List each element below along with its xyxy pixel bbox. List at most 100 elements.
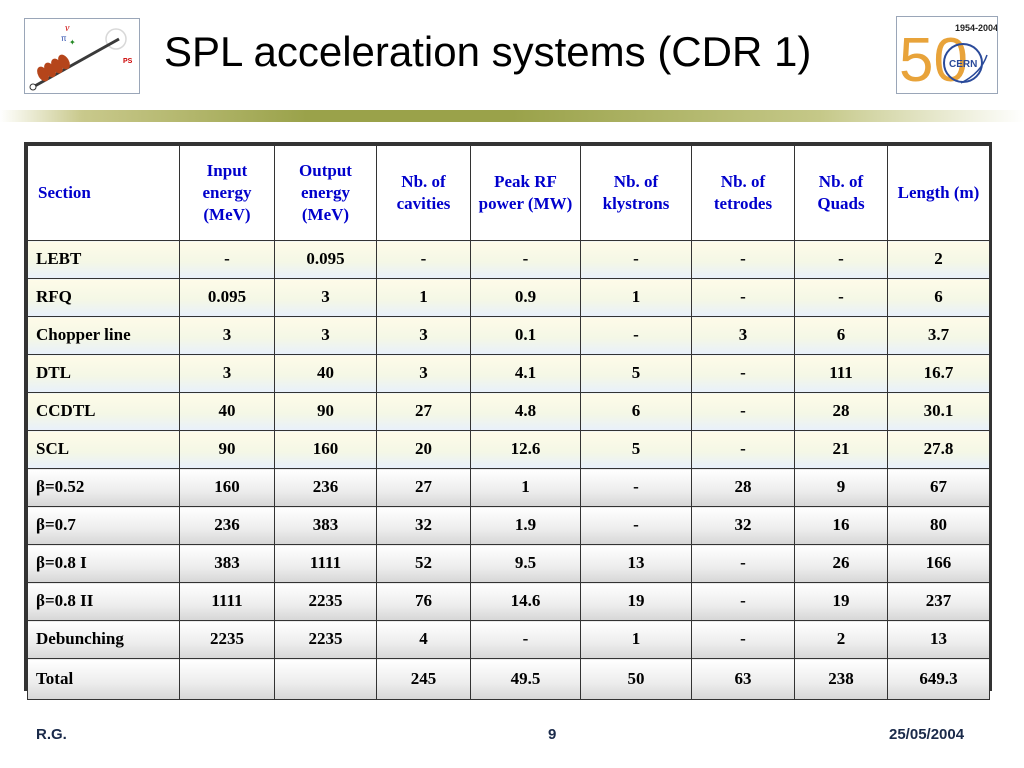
table-header-row: Section Input energy (MeV) Output energy (… bbox=[27, 145, 990, 241]
table-cell: - bbox=[179, 240, 275, 279]
table-cell: 52 bbox=[376, 544, 471, 583]
table-cell: 32 bbox=[691, 506, 795, 545]
table-cell: 28 bbox=[691, 468, 795, 507]
table-cell: 4 bbox=[376, 620, 471, 659]
table-cell: 9.5 bbox=[470, 544, 581, 583]
table-cell: 0.095 bbox=[179, 278, 275, 317]
table-cell: 238 bbox=[794, 658, 888, 700]
table-cell: 16.7 bbox=[887, 354, 990, 393]
table-cell: 13 bbox=[580, 544, 692, 583]
slide-title: SPL acceleration systems (CDR 1) bbox=[164, 28, 812, 75]
svg-text:CERN: CERN bbox=[949, 59, 977, 70]
table-row: β=0.52 160 236 27 1-28 9 67 bbox=[27, 468, 990, 507]
table-cell: 3 bbox=[179, 354, 275, 393]
table-cell: 6 bbox=[794, 316, 888, 355]
table-cell: 9 bbox=[794, 468, 888, 507]
table-cell bbox=[274, 658, 377, 700]
table-cell: 3.7 bbox=[887, 316, 990, 355]
table-cell: 13 bbox=[887, 620, 990, 659]
table-cell: - bbox=[794, 240, 888, 279]
table-cell: 1 bbox=[580, 278, 692, 317]
table-row: RFQ 0.095 3 1 0.9 1- -6 bbox=[27, 278, 990, 317]
table-cell: 19 bbox=[580, 582, 692, 621]
table-cell: 1111 bbox=[179, 582, 275, 621]
table-row: β=0.8 II 1111 2235 76 14.6 19-19 237 bbox=[27, 582, 990, 621]
row-label: β=0.52 bbox=[27, 468, 180, 507]
column-header: Length (m) bbox=[887, 145, 990, 241]
table-cell: 27 bbox=[376, 392, 471, 431]
column-header: Output energy (MeV) bbox=[274, 145, 377, 241]
table-cell: - bbox=[376, 240, 471, 279]
footer-author: R.G. bbox=[36, 726, 67, 743]
table-cell: 2235 bbox=[179, 620, 275, 659]
table-cell: 30.1 bbox=[887, 392, 990, 431]
table-cell: 1 bbox=[470, 468, 581, 507]
linac-illustration-icon: v π ✦ PS bbox=[29, 23, 133, 91]
table-cell: 2 bbox=[794, 620, 888, 659]
table-cell: 16 bbox=[794, 506, 888, 545]
table-row: CCDTL 40 90 27 4.8 6-28 30.1 bbox=[27, 392, 990, 431]
table-cell: 166 bbox=[887, 544, 990, 583]
row-label: SCL bbox=[27, 430, 180, 469]
table-row: SCL 90 160 20 12.6 5-21 27.8 bbox=[27, 430, 990, 469]
row-label: Total bbox=[27, 658, 180, 700]
footer-date: 25/05/2004 bbox=[889, 726, 965, 743]
title-underline-bar bbox=[0, 110, 1024, 122]
cern-50-logo: 1954-2004 50 CERN bbox=[896, 16, 998, 95]
table-cell: - bbox=[691, 278, 795, 317]
table-cell: 3 bbox=[376, 354, 471, 393]
column-header: Nb. of Quads bbox=[794, 145, 888, 241]
table-cell: - bbox=[691, 354, 795, 393]
table-cell: 26 bbox=[794, 544, 888, 583]
table-cell: 4.1 bbox=[470, 354, 581, 393]
table-cell: 649.3 bbox=[887, 658, 990, 700]
table-cell: - bbox=[580, 240, 692, 279]
table-cell: 2235 bbox=[274, 582, 377, 621]
table-cell: - bbox=[691, 620, 795, 659]
svg-text:✦: ✦ bbox=[69, 38, 76, 47]
acceleration-systems-table: Section Input energy (MeV) Output energy (… bbox=[24, 142, 992, 700]
row-label: DTL bbox=[27, 354, 180, 393]
table-cell: 1111 bbox=[274, 544, 377, 583]
table-cell: - bbox=[691, 392, 795, 431]
table-cell: - bbox=[691, 582, 795, 621]
row-label: β=0.8 II bbox=[27, 582, 180, 621]
table-cell: - bbox=[691, 240, 795, 279]
svg-text:50: 50 bbox=[899, 26, 968, 93]
table-cell: 0.095 bbox=[274, 240, 377, 279]
cern-anniversary-icon: 1954-2004 50 CERN bbox=[899, 23, 998, 95]
table-cell: 3 bbox=[376, 316, 471, 355]
row-label: LEBT bbox=[27, 240, 180, 279]
row-label: Chopper line bbox=[27, 316, 180, 355]
table-cell: 80 bbox=[887, 506, 990, 545]
table-cell: 3 bbox=[691, 316, 795, 355]
table-cell: 245 bbox=[376, 658, 471, 700]
column-header: Nb. of tetrodes bbox=[691, 145, 795, 241]
table-cell: - bbox=[470, 240, 581, 279]
column-header: Input energy (MeV) bbox=[179, 145, 275, 241]
table-cell: 160 bbox=[274, 430, 377, 469]
table-cell: 12.6 bbox=[470, 430, 581, 469]
table-cell: 2235 bbox=[274, 620, 377, 659]
table-cell: - bbox=[691, 544, 795, 583]
table-cell: 32 bbox=[376, 506, 471, 545]
table-cell: 27.8 bbox=[887, 430, 990, 469]
table-cell: 90 bbox=[274, 392, 377, 431]
table-cell: 21 bbox=[794, 430, 888, 469]
table-cell: 0.9 bbox=[470, 278, 581, 317]
table-cell: - bbox=[580, 316, 692, 355]
table-cell: 5 bbox=[580, 430, 692, 469]
column-header: Nb. of klystrons bbox=[580, 145, 692, 241]
table-cell: 6 bbox=[887, 278, 990, 317]
table-cell: - bbox=[580, 506, 692, 545]
table-cell: 237 bbox=[887, 582, 990, 621]
table-row: β=0.8 I 383 1111 52 9.5 13-26 166 bbox=[27, 544, 990, 583]
table-cell: - bbox=[580, 468, 692, 507]
accelerator-logo: v π ✦ PS bbox=[24, 18, 140, 94]
column-header: Peak RF power (MW) bbox=[470, 145, 581, 241]
table-cell: 383 bbox=[274, 506, 377, 545]
table-cell: 5 bbox=[580, 354, 692, 393]
table-row: DTL 3 40 3 4.1 5-111 16.7 bbox=[27, 354, 990, 393]
table-cell: 0.1 bbox=[470, 316, 581, 355]
column-header: Nb. of cavities bbox=[376, 145, 471, 241]
